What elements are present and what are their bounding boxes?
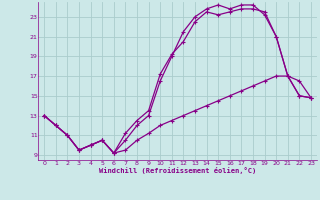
X-axis label: Windchill (Refroidissement éolien,°C): Windchill (Refroidissement éolien,°C) (99, 167, 256, 174)
